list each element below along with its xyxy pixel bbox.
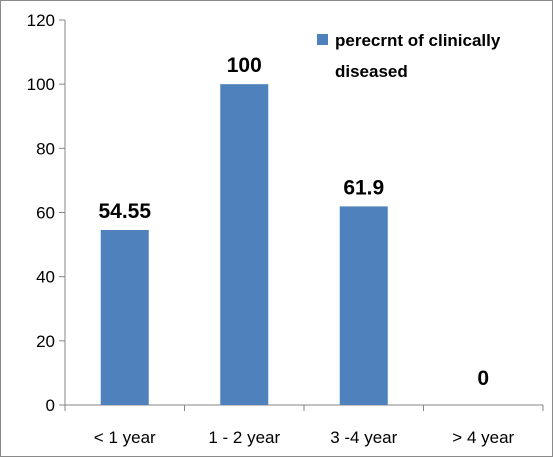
data-label: 100	[227, 54, 262, 77]
bars	[100, 84, 388, 406]
legend: perecrnt of clinically diseased	[317, 31, 501, 81]
legend-swatch	[317, 34, 328, 45]
data-label: 54.55	[98, 200, 151, 223]
x-category-label: < 1 year	[94, 428, 156, 447]
bar	[220, 84, 269, 406]
bar	[100, 229, 149, 405]
y-tick-label: 80	[36, 139, 55, 158]
data-label: 0	[477, 367, 489, 390]
x-category-label: 1 - 2 year	[208, 428, 280, 447]
y-tick-label: 20	[36, 332, 55, 351]
y-tick-label: 40	[36, 268, 55, 287]
y-tick-label: 120	[27, 11, 55, 30]
x-category-label: > 4 year	[452, 428, 514, 447]
y-axis: 0 20 40 60 80 100 120	[27, 11, 66, 415]
x-axis: < 1 year 1 - 2 year 3 -4 year > 4 year	[64, 404, 544, 447]
data-label: 61.9	[343, 176, 384, 199]
legend-label-line-1: perecrnt of clinically	[335, 31, 501, 50]
y-tick-label: 100	[27, 75, 55, 94]
x-category-label: 3 -4 year	[330, 428, 397, 447]
bar	[339, 206, 388, 405]
y-tick-label: 60	[36, 204, 55, 223]
data-labels: 54.55 100 61.9 0	[98, 54, 489, 390]
legend-label-line-2: diseased	[335, 62, 408, 81]
y-tick-label: 0	[46, 396, 55, 415]
